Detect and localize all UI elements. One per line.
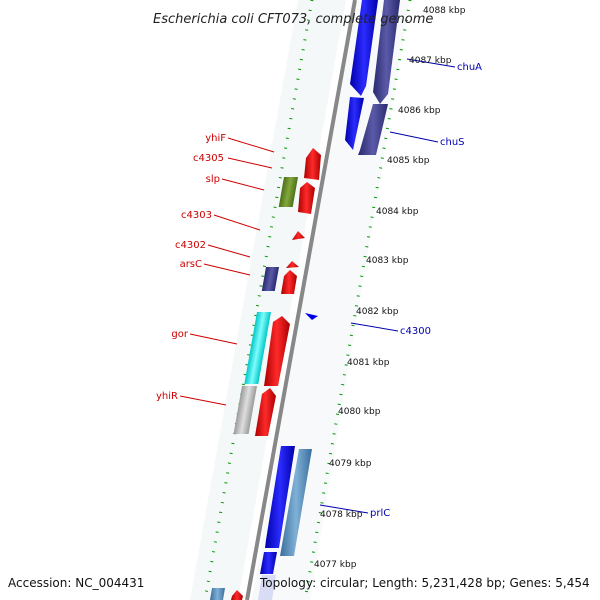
gene-label-yhif[interactable]: yhiF [205, 133, 226, 144]
tick-label: 4085 kbp [387, 156, 430, 166]
gene-arrow-red[interactable] [292, 231, 305, 240]
right-label-leaders [319, 58, 456, 514]
tick-labels: 4088 kbp 4087 kbp 4086 kbp 4085 kbp 4084 kbp… [314, 6, 466, 570]
tick-label: 4079 kbp [329, 459, 372, 469]
gene-label-gor[interactable]: gor [171, 329, 188, 340]
gene-features [210, 0, 400, 600]
genome-backbone [245, 0, 357, 600]
tick-label: 4081 kbp [347, 358, 390, 368]
gene-arrow-red[interactable] [255, 388, 276, 436]
gene-label-chus[interactable]: chuS [440, 137, 465, 148]
topology-text: Topology: circular; Length: 5,231,428 bp… [259, 576, 590, 590]
tick-label: 4082 kbp [356, 307, 399, 317]
gene-block-gray[interactable] [233, 386, 257, 434]
gene-arrow-red[interactable] [298, 182, 315, 214]
gene-arrow-blue[interactable] [260, 552, 277, 574]
gene-block-navy[interactable] [261, 267, 279, 291]
gene-label-c4303[interactable]: c4303 [181, 210, 212, 221]
gene-labels: yhiF c4305 slp c4303 c4302 arsC gor yhiR chuA chu… [156, 62, 482, 519]
gene-arrow-red[interactable] [286, 261, 299, 268]
gene-label-arsc[interactable]: arsC [180, 259, 202, 270]
gene-label-chua[interactable]: chuA [457, 62, 482, 73]
gene-label-prlc[interactable]: prlC [370, 508, 390, 519]
chart-title: Escherichia coli CFT073, complete genome [153, 12, 433, 27]
gene-arrow-navy[interactable] [373, 0, 400, 104]
left-label-leaders [179, 137, 275, 406]
gene-block-olive[interactable] [278, 177, 298, 207]
gene-arrow-blue[interactable] [305, 313, 318, 320]
gene-block-cyan[interactable] [244, 312, 271, 384]
gene-label-slp[interactable]: slp [206, 174, 220, 185]
accession-text: Accession: NC_004431 [8, 576, 144, 590]
tick-label: 4083 kbp [366, 256, 409, 266]
tick-label: 4084 kbp [376, 207, 419, 217]
gene-label-yhir[interactable]: yhiR [156, 391, 178, 402]
gene-block-steel[interactable] [280, 449, 312, 556]
gene-arrow-blue[interactable] [265, 446, 295, 548]
gene-arrow-red[interactable] [231, 590, 243, 600]
gene-label-c4305[interactable]: c4305 [193, 153, 224, 164]
gene-label-c4302[interactable]: c4302 [175, 240, 206, 251]
tick-label: 4080 kbp [338, 407, 381, 417]
gene-arrow-blue[interactable] [210, 588, 225, 600]
gene-arrow-red[interactable] [281, 270, 297, 294]
tick-label: 4077 kbp [314, 560, 357, 570]
gene-label-c4300[interactable]: c4300 [400, 326, 431, 337]
tick-label: 4087 kbp [409, 56, 452, 66]
tick-label: 4088 kbp [423, 6, 466, 16]
gene-block-pale[interactable] [258, 575, 276, 600]
gene-arrow-blue[interactable] [345, 97, 364, 150]
gene-arrow-navy[interactable] [358, 104, 388, 155]
tick-label: 4086 kbp [398, 106, 441, 116]
gene-arrow-red[interactable] [304, 148, 321, 180]
gene-arrow-red[interactable] [264, 316, 290, 386]
gene-arrow-blue[interactable] [350, 0, 378, 96]
tick-label: 4078 kbp [320, 510, 363, 520]
